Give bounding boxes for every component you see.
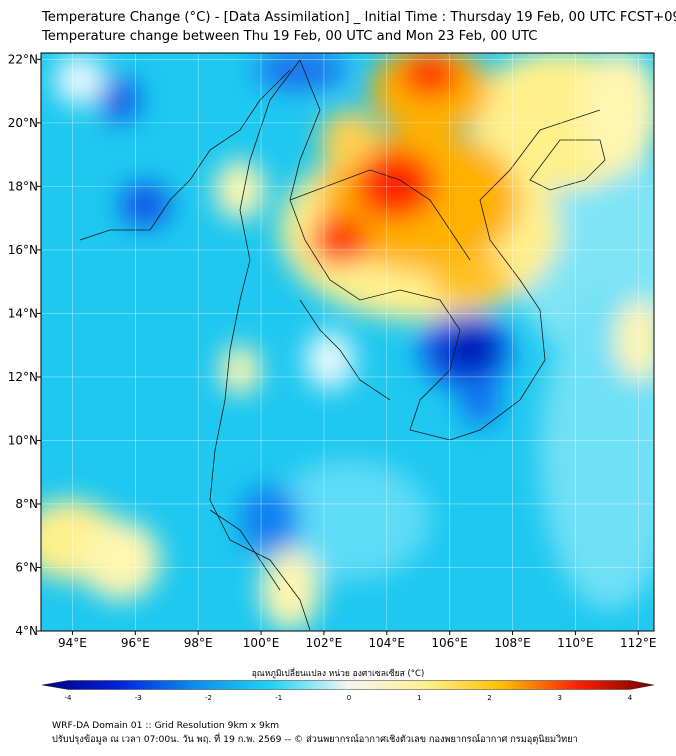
x-tick-label: 108°E <box>494 636 531 650</box>
colorbar-tick-label: 3 <box>558 694 562 702</box>
colorbar-ticks: -4 -3 -2 -1 0 1 2 3 4 <box>65 694 633 702</box>
plot-frame <box>40 52 655 632</box>
latitude-axis: 22°N 20°N 18°N 16°N 14°N 12°N 10°N 8°N 6°N 4°N <box>8 52 41 638</box>
x-tick-label: 96°E <box>121 636 150 650</box>
colorbar-title: อุณหภูมิเปลี่ยนแปลง หน่วย องศาเซลเซียส (… <box>251 669 425 679</box>
x-tick-label: 106°E <box>431 636 468 650</box>
x-tick-label: 112°E <box>620 636 657 650</box>
x-tick-label: 110°E <box>557 636 594 650</box>
x-tick-label: 104°E <box>369 636 406 650</box>
y-tick-label: 8°N <box>15 497 38 511</box>
colorbar-tick-label: 0 <box>347 694 351 702</box>
colorbar-tick-label: -1 <box>275 694 282 702</box>
graticule <box>41 53 654 631</box>
y-tick-label: 16°N <box>8 243 38 257</box>
longitude-axis: 94°E 96°E 98°E 100°E 102°E 104°E 106°E 108°E 110… <box>58 631 657 650</box>
field-blobs <box>41 53 654 630</box>
map-title: Temperature Change (°C) - [Data Assimila… <box>42 8 676 46</box>
temperature-field <box>41 53 654 631</box>
y-tick-label: 4°N <box>15 624 38 638</box>
colorbar-tick-label: 1 <box>417 694 421 702</box>
x-tick-label: 100°E <box>243 636 280 650</box>
colorbar-tick-label: 4 <box>628 694 633 702</box>
country-boundaries <box>79 59 606 631</box>
colorbar: -4 -3 -2 -1 0 1 2 3 4 <box>41 680 655 702</box>
y-tick-label: 18°N <box>8 179 38 193</box>
y-tick-label: 12°N <box>8 370 38 384</box>
y-tick-label: 22°N <box>8 52 38 66</box>
colorbar-tick-label: -3 <box>135 694 142 702</box>
title-line-1: Temperature Change (°C) - [Data Assimila… <box>42 10 676 25</box>
colorbar-tick-label: -4 <box>65 694 73 702</box>
colorbar-gradient <box>41 680 655 690</box>
y-tick-label: 6°N <box>15 560 38 574</box>
y-tick-label: 10°N <box>8 433 38 447</box>
x-tick-label: 94°E <box>58 636 87 650</box>
footer-line-1: WRF-DA Domain 01 :: Grid Resolution 9km … <box>52 720 280 731</box>
footer-line-2: ปรับปรุงข้อมูล ณ เวลา 07:00น. วัน พฤ. ที… <box>52 734 578 745</box>
footer: WRF-DA Domain 01 :: Grid Resolution 9km … <box>52 719 578 747</box>
y-tick-label: 14°N <box>8 306 38 320</box>
colorbar-tick-label: -2 <box>205 694 212 702</box>
title-line-2: Temperature change between Thu 19 Feb, 0… <box>42 29 538 44</box>
x-tick-label: 98°E <box>184 636 213 650</box>
colorbar-tick-label: 2 <box>487 694 491 702</box>
y-tick-label: 20°N <box>8 116 38 130</box>
x-tick-label: 102°E <box>306 636 343 650</box>
